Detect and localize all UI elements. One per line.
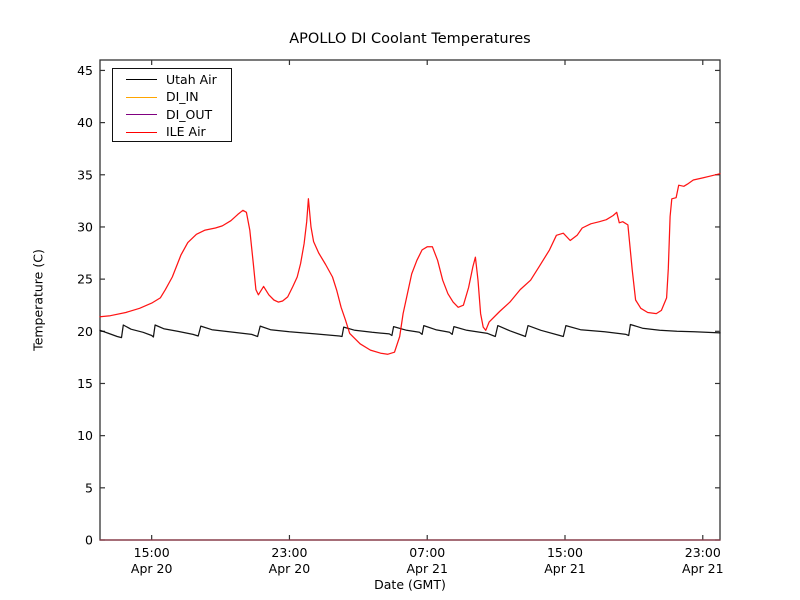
y-tick-label: 35: [77, 167, 93, 182]
chart-title: APOLLO DI Coolant Temperatures: [289, 31, 531, 47]
y-tick-label: 25: [77, 272, 93, 287]
x-tick-label-time: 15:00: [134, 545, 170, 560]
y-tick-label: 0: [85, 533, 93, 548]
x-tick-label-time: 23:00: [271, 545, 307, 560]
y-tick-label: 40: [77, 115, 93, 130]
legend-item-di-in: DI_IN: [113, 89, 231, 105]
x-axis-label: Date (GMT): [374, 577, 446, 592]
legend-line-sample: [126, 79, 157, 81]
legend: Utah Air DI_IN DI_OUT ILE Air: [112, 68, 232, 142]
x-tick-label-date: Apr 20: [131, 561, 173, 576]
legend-item-utah-air: Utah Air: [113, 72, 231, 88]
x-tick-label-date: Apr 21: [544, 561, 586, 576]
x-tick-label-date: Apr 20: [269, 561, 311, 576]
legend-line-sample: [126, 96, 157, 98]
legend-item-ile-air: ILE Air: [113, 124, 231, 140]
y-tick-label: 5: [85, 480, 93, 495]
y-tick-label: 10: [77, 428, 93, 443]
x-tick-label-date: Apr 21: [406, 561, 448, 576]
legend-label: DI_IN: [166, 89, 199, 104]
y-tick-label: 20: [77, 324, 93, 339]
legend-label: Utah Air: [166, 71, 217, 87]
legend-line-sample: [126, 131, 157, 133]
series-line-ile-air: [99, 173, 721, 355]
y-tick-label: 45: [77, 63, 93, 78]
y-tick-label: 15: [77, 376, 93, 391]
legend-item-di-out: DI_OUT: [113, 107, 231, 123]
y-axis-label: Temperature (C): [30, 249, 46, 351]
x-tick-label-time: 15:00: [547, 545, 583, 560]
x-tick-label-time: 23:00: [685, 545, 721, 560]
x-tick-label-date: Apr 21: [682, 561, 724, 576]
y-tick-label: 30: [77, 219, 93, 234]
legend-label: DI_OUT: [166, 106, 213, 122]
x-tick-label-time: 07:00: [409, 545, 445, 560]
legend-label: ILE Air: [166, 124, 206, 139]
series-line-utah-air: [99, 323, 721, 339]
legend-line-sample: [126, 114, 157, 116]
